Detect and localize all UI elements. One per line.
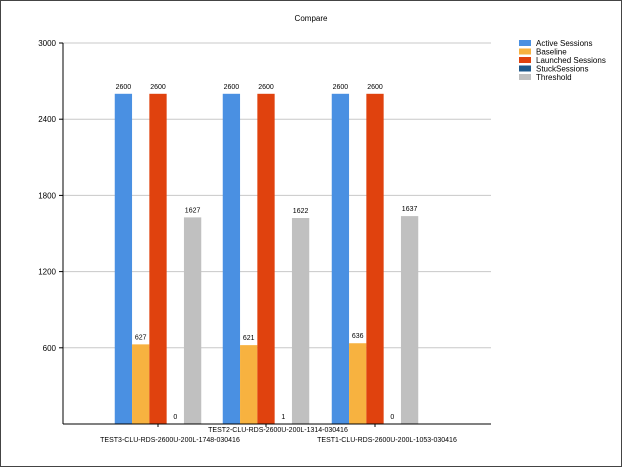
legend-swatch: [519, 65, 531, 72]
data-label: 2600: [150, 84, 166, 91]
data-label: 627: [135, 334, 147, 341]
bar-launched-sessions-3: [366, 93, 384, 425]
y-tick-label: 2400: [38, 115, 56, 124]
legend-label: Baseline: [536, 48, 567, 57]
data-labels: 2600 627 2600 0 1627 2600 621 2600 1 1622 2600 636 2…: [116, 84, 418, 421]
legend-label: Launched Sessions: [536, 56, 606, 65]
legend-label: StuckSessions: [536, 65, 588, 74]
bar-active-sessions-1: [114, 93, 133, 425]
data-label: 1627: [185, 207, 201, 214]
data-label: 2600: [224, 84, 240, 91]
legend-swatch: [519, 40, 531, 46]
bar-active-sessions-2: [222, 93, 241, 425]
data-label: 0: [390, 414, 394, 421]
data-label: 1622: [293, 208, 309, 215]
legend-swatch: [519, 57, 531, 63]
legend-swatch: [519, 74, 531, 80]
y-tick-label: 1200: [38, 268, 56, 277]
category-label: TEST1-CLU-RDS-2600U-200L-1053-030416: [317, 437, 457, 444]
y-tick-label: 1800: [38, 191, 56, 200]
axes: [62, 43, 491, 425]
data-label: 0: [173, 414, 177, 421]
bar-baseline-3: [349, 343, 367, 424]
legend-label: Threshold: [536, 73, 572, 82]
bar-baseline-1: [132, 344, 150, 424]
chart-title: Compare: [295, 14, 328, 23]
data-label: 2600: [333, 84, 349, 91]
bar-threshold-3: [400, 216, 419, 424]
y-axis-tick-labels: 600 1200 1800 2400 3000: [38, 39, 63, 353]
data-label: 2600: [258, 84, 274, 91]
bar-threshold-2: [291, 218, 310, 424]
bars: [114, 93, 419, 425]
data-label: 1: [281, 414, 285, 421]
data-label: 2600: [116, 84, 132, 91]
category-label: TEST3-CLU-RDS-2600U-200L-1748-030416: [100, 437, 240, 444]
legend-label: Active Sessions: [536, 39, 592, 48]
data-label: 621: [243, 335, 255, 342]
x-axis-category-labels: TEST3-CLU-RDS-2600U-200L-1748-030416 TEST…: [100, 424, 457, 444]
bar-launched-sessions-2: [257, 93, 275, 425]
category-label: TEST2-CLU-RDS-2600U-200L-1314-030416: [208, 427, 348, 434]
bar-launched-sessions-1: [149, 93, 167, 425]
gridlines: [63, 42, 491, 349]
legend-swatch: [519, 48, 531, 55]
bar-baseline-2: [240, 345, 258, 424]
y-tick-label: 600: [43, 344, 57, 353]
data-label: 636: [352, 333, 364, 340]
y-tick-label: 3000: [38, 39, 56, 48]
data-label: 1637: [402, 206, 418, 213]
data-label: 2600: [367, 84, 383, 91]
bar-threshold-1: [183, 217, 202, 424]
bar-active-sessions-3: [331, 93, 350, 425]
